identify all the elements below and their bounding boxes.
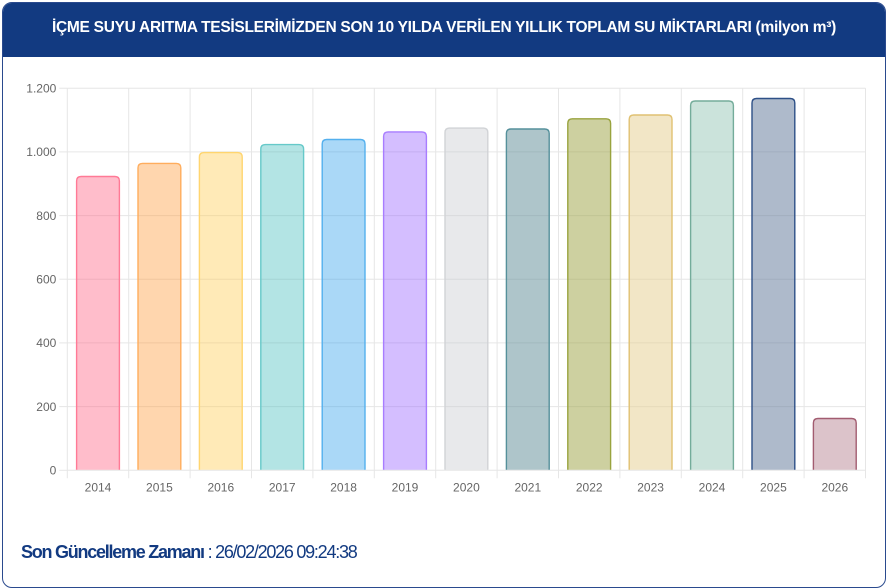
svg-text:600: 600 (36, 272, 56, 286)
svg-text:0: 0 (50, 464, 57, 478)
svg-text:1.000: 1.000 (26, 145, 56, 159)
svg-text:2014: 2014 (85, 481, 112, 495)
svg-text:2022: 2022 (576, 481, 603, 495)
svg-text:400: 400 (36, 336, 56, 350)
svg-text:2021: 2021 (514, 481, 541, 495)
svg-text:2020: 2020 (453, 481, 480, 495)
svg-text:2025: 2025 (760, 481, 787, 495)
svg-text:2019: 2019 (392, 481, 419, 495)
svg-text:2026: 2026 (821, 481, 848, 495)
svg-text:2015: 2015 (146, 481, 173, 495)
svg-text:800: 800 (36, 209, 56, 223)
svg-text:2023: 2023 (637, 481, 664, 495)
svg-text:2017: 2017 (269, 481, 296, 495)
svg-text:2016: 2016 (207, 481, 234, 495)
svg-text:200: 200 (36, 400, 56, 414)
svg-text:1.200: 1.200 (26, 81, 56, 95)
svg-text:2018: 2018 (330, 481, 357, 495)
svg-text:2024: 2024 (699, 481, 726, 495)
